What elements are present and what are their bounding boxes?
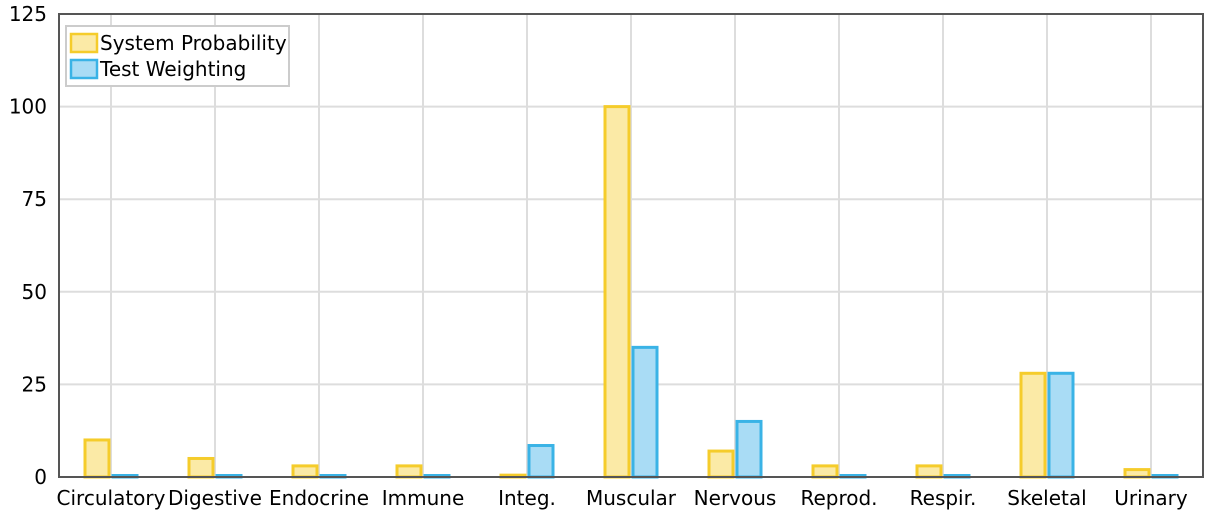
bar: [1123, 468, 1151, 479]
legend-swatch: [69, 32, 99, 54]
x-tick-label: Reprod.: [800, 486, 877, 510]
legend-box: [65, 25, 290, 87]
x-tick-label: Respir.: [910, 486, 977, 510]
y-tick-label: 50: [22, 280, 47, 304]
series-0: [83, 105, 1151, 479]
x-tick-label: Muscular: [586, 486, 677, 510]
bar: [811, 464, 839, 479]
bar: [1019, 371, 1047, 479]
legend-label: Test Weighting: [99, 57, 246, 81]
legend-swatch: [69, 58, 99, 80]
y-tick-label: 25: [22, 372, 47, 396]
bar: [395, 464, 423, 479]
bar: [915, 464, 943, 479]
x-tick-label: Endocrine: [269, 486, 369, 510]
x-tick-label: Nervous: [694, 486, 777, 510]
y-tick-label: 75: [22, 187, 47, 211]
bar: [1047, 371, 1075, 479]
bar: [83, 438, 111, 479]
x-tick-label: Digestive: [168, 486, 262, 510]
legend-label: System Probability: [100, 31, 287, 55]
bar: [291, 464, 319, 479]
y-tick-label: 125: [9, 2, 47, 26]
x-tick-label: Integ.: [498, 486, 556, 510]
x-tick-label: Immune: [382, 486, 465, 510]
bar: [631, 345, 659, 479]
bar: [527, 444, 555, 479]
y-tick-label: 0: [34, 465, 47, 489]
x-tick-label: Skeletal: [1007, 486, 1086, 510]
bar: [603, 105, 631, 479]
bar: [735, 419, 763, 479]
x-tick-label: Circulatory: [57, 486, 166, 510]
bar: [707, 449, 735, 479]
bar: [187, 456, 215, 479]
x-tick-label: Urinary: [1114, 486, 1188, 510]
y-tick-label: 100: [9, 95, 47, 119]
